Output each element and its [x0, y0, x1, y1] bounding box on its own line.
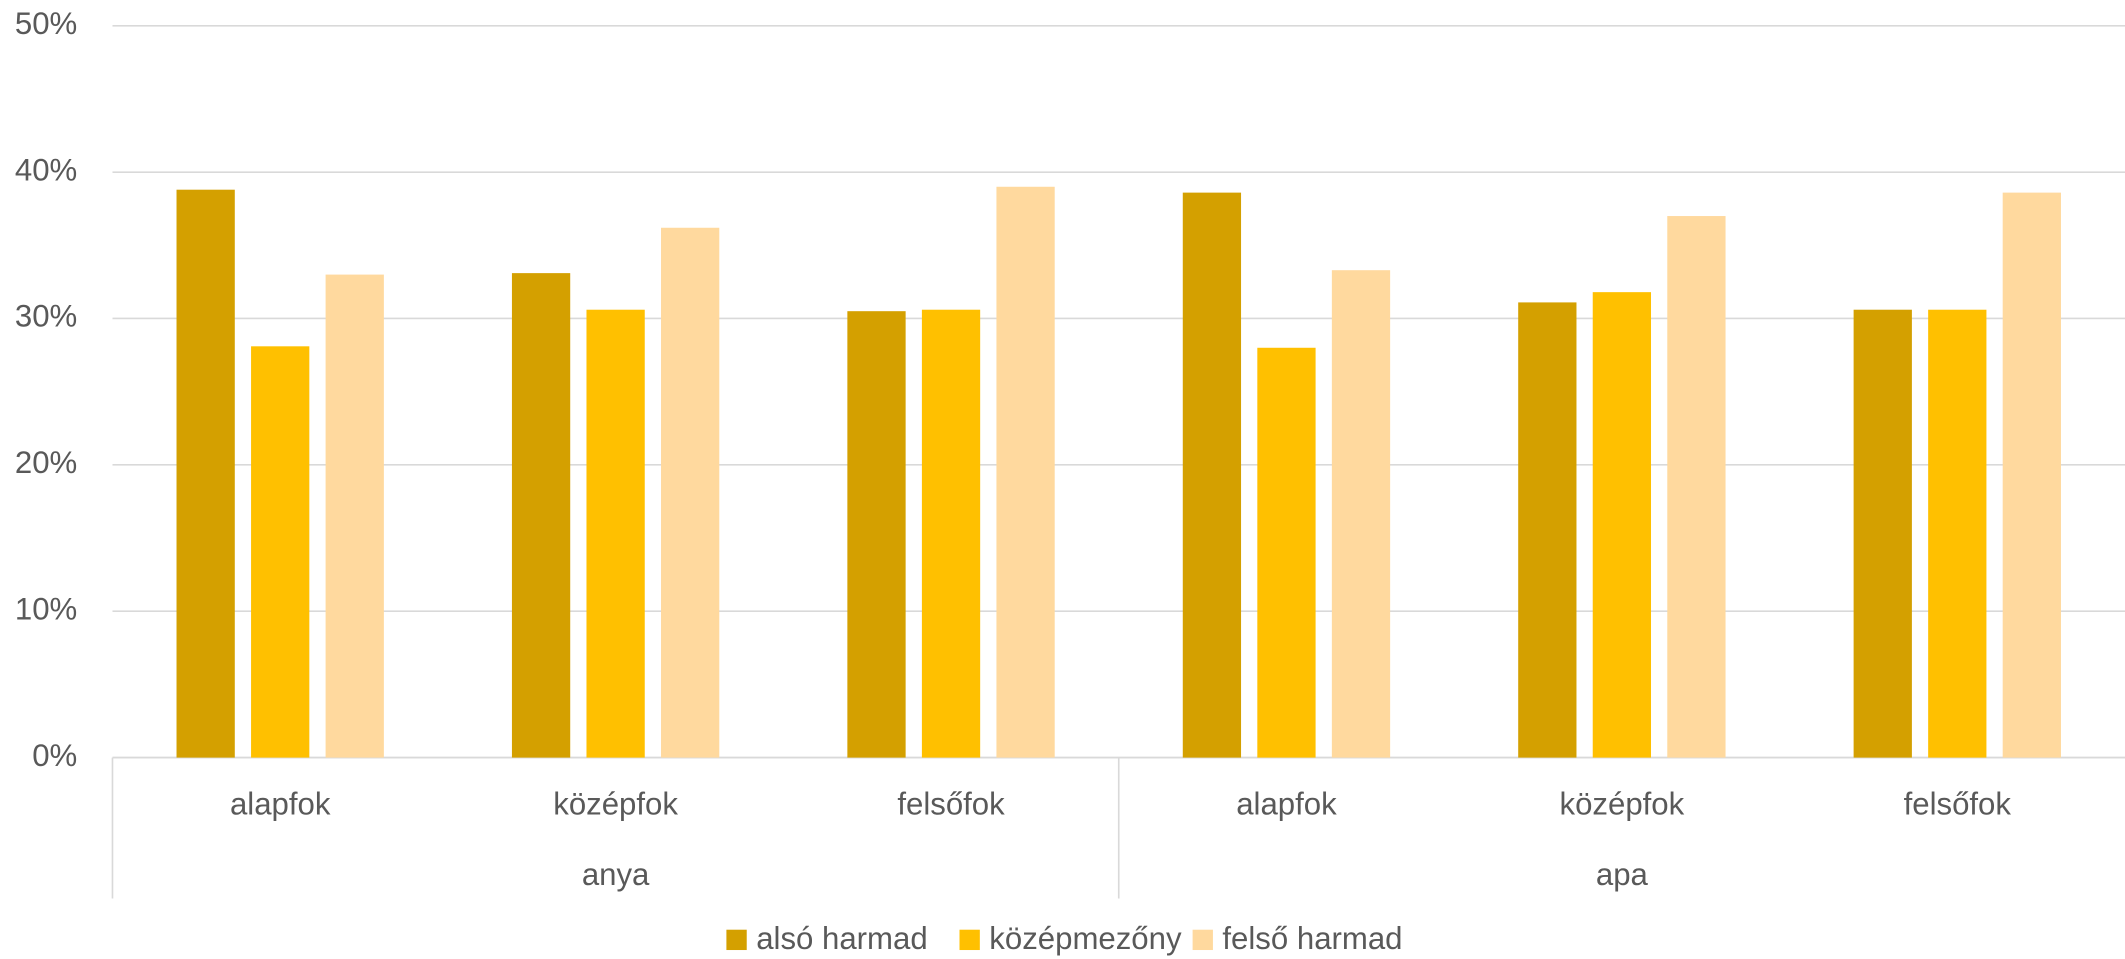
bar — [996, 186, 1055, 758]
bar — [847, 311, 906, 758]
bar — [325, 274, 384, 758]
legend-label: középmezőny — [989, 921, 1182, 956]
bar — [176, 189, 235, 758]
bar — [586, 309, 645, 758]
bar — [1182, 192, 1242, 758]
group-label: anya — [582, 857, 650, 892]
y-tick-label: 40% — [15, 152, 77, 187]
x-tick-label: alapfok — [230, 787, 331, 822]
y-tick-label: 0% — [32, 738, 77, 773]
bar — [1667, 216, 1726, 758]
legend-label: alsó harmad — [756, 921, 927, 956]
bar — [1257, 347, 1316, 758]
legend-swatch — [1192, 929, 1213, 951]
y-tick-label: 20% — [15, 445, 77, 480]
legend-label: felső harmad — [1222, 921, 1402, 956]
x-tick-label: alapfok — [1236, 787, 1337, 822]
bar — [2002, 192, 2061, 758]
bar — [661, 227, 720, 758]
bar — [1853, 309, 1912, 758]
x-tick-label: felsőfok — [897, 787, 1005, 822]
x-tick-label: középfok — [553, 787, 678, 822]
bar — [921, 309, 981, 758]
y-tick-label: 10% — [15, 591, 77, 626]
bar — [251, 346, 310, 758]
group-label: apa — [1596, 857, 1649, 892]
legend-swatch — [726, 929, 747, 951]
x-tick-label: felsőfok — [1904, 787, 2012, 822]
bar — [1331, 270, 1391, 758]
bar — [1928, 309, 1987, 758]
bar — [511, 273, 571, 758]
bar — [1518, 302, 1577, 758]
legend-swatch — [959, 929, 980, 951]
y-tick-label: 50% — [15, 6, 77, 41]
bar — [1592, 292, 1652, 758]
y-tick-label: 30% — [15, 299, 77, 334]
x-tick-label: középfok — [1560, 787, 1685, 822]
